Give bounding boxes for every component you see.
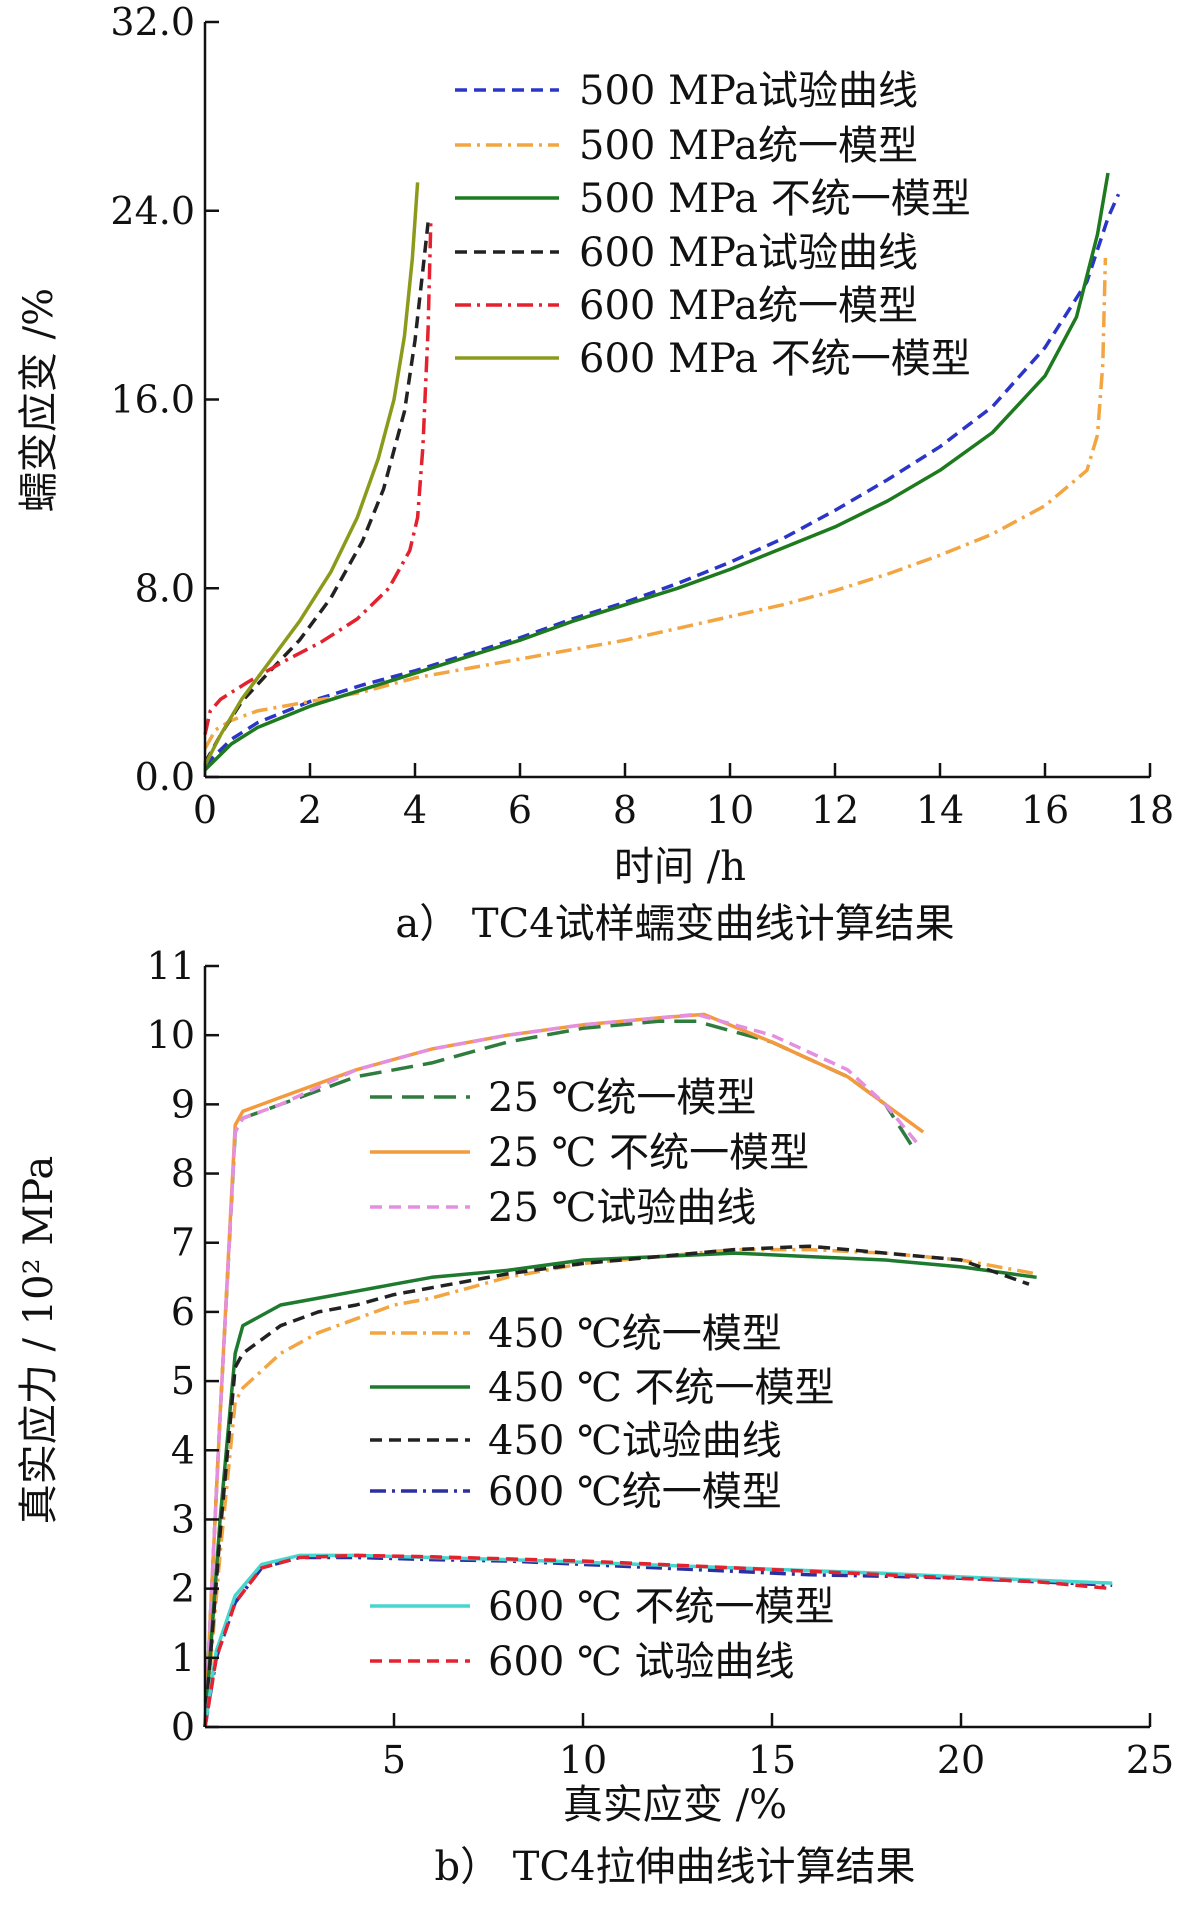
tensile-series-600-c [203,1553,1113,1728]
tensile-x-tick-label: 15 [748,1738,796,1782]
tensile-chart: 5 10 15 20 25 0 1 2 3 4 5 6 7 8 9 10 11 真实应变 /% 真实应力 / 1… [16,944,1174,1890]
tensile-y-tick-label: 5 [171,1359,195,1403]
creep-y-axis-label: 蠕变应变 /% [16,288,62,512]
creep-x-tick-label: 18 [1126,788,1174,832]
tensile-series-450-c [203,1251,1037,1728]
tensile-caption: b） TC4拉伸曲线计算结果 [434,1844,915,1890]
creep-chart: 0 2 4 6 8 10 12 14 16 180.08.016.024.032.0 时间 /h … [16,0,1174,947]
creep-x-tick-label: 2 [298,788,322,832]
tensile-series-450-c [203,1247,1037,1728]
creep-x-tick-label: 8 [613,788,637,832]
creep-series-600-mpa [203,182,420,767]
creep-series-600-mpa [203,222,433,735]
tensile-series-25-c [203,1012,925,1728]
tensile-x-tick-label: 10 [559,1738,607,1782]
creep-y-tick-label: 32.0 [110,0,195,44]
creep-x-tick-label: 14 [916,788,964,832]
tensile-legend: 25 ℃统一模型 25 ℃ 不统一模型 25 ℃试验曲线 450 ℃统一模型 450 ℃… [370,1075,835,1685]
tensile-y-tick-label: 9 [171,1082,195,1126]
tensile-y-tick-label: 1 [171,1636,195,1680]
creep-legend: 500 MPa试验曲线 500 MPa统一模型 500 MPa 不统一模型 600 M… [455,68,971,382]
tensile-y-tick-label: 7 [171,1221,195,1265]
creep-x-tick-label: 6 [508,788,532,832]
creep-y-tick-label: 0.0 [135,755,195,799]
tensile-legend-label: 450 ℃ 不统一模型 [488,1365,835,1411]
tensile-y-tick-label: 0 [171,1705,195,1749]
tensile-y-tick-label: 4 [171,1428,195,1472]
tensile-legend-label: 450 ℃试验曲线 [488,1418,782,1464]
tensile-ticks: 5 10 15 20 25 0 1 2 3 4 5 6 7 8 9 10 11 [147,944,1175,1782]
creep-legend-label: 500 MPa 不统一模型 [579,176,971,222]
tensile-legend-label: 600 ℃统一模型 [488,1469,782,1515]
tensile-legend-label: 600 ℃ 试验曲线 [488,1639,795,1685]
tensile-y-tick-label: 10 [147,1013,195,1057]
creep-legend-label: 500 MPa统一模型 [579,123,918,169]
creep-legend-label: 600 MPa统一模型 [579,283,918,329]
creep-x-tick-label: 0 [193,788,217,832]
tensile-y-axis-label: 真实应力 / 10² MPa [16,1156,62,1524]
tensile-legend-label: 600 ℃ 不统一模型 [488,1584,835,1630]
tensile-y-tick-label: 3 [171,1497,195,1541]
creep-ticks: 0 2 4 6 8 10 12 14 16 18 0.0 8.0 16.0 24.0 32.0 [110,0,1174,832]
tensile-y-tick-label: 8 [171,1152,195,1196]
creep-legend-label: 600 MPa试验曲线 [579,230,918,276]
creep-y-tick-label: 8.0 [135,566,195,610]
creep-x-tick-label: 10 [706,788,754,832]
tensile-y-tick-label: 2 [171,1567,195,1611]
tensile-x-tick-label: 20 [937,1738,985,1782]
creep-x-tick-label: 4 [403,788,427,832]
creep-series-500-mpa [203,172,1110,772]
tensile-y-tick-label: 6 [171,1290,195,1334]
tensile-x-axis-label: 真实应变 /% [563,1782,787,1828]
tensile-series-450-c [203,1244,1030,1728]
creep-y-tick-label: 16.0 [110,378,195,422]
tensile-x-tick-label: 5 [382,1738,406,1782]
creep-y-tick-label: 24.0 [110,189,195,233]
creep-x-axis-label: 时间 /h [614,844,746,890]
creep-series-500-mpa [203,193,1121,767]
tensile-legend-label: 25 ℃ 不统一模型 [488,1130,809,1176]
creep-series-group [203,172,1121,772]
tensile-y-tick-label: 11 [147,944,195,988]
creep-x-tick-label: 12 [811,788,859,832]
creep-series-500-mpa [203,257,1108,750]
tensile-legend-label: 25 ℃统一模型 [488,1075,756,1121]
creep-x-tick-label: 16 [1021,788,1069,832]
tensile-series-group [203,1012,1113,1728]
tensile-x-tick-label: 25 [1126,1738,1174,1782]
creep-legend-label: 600 MPa 不统一模型 [579,336,971,382]
tensile-legend-label: 450 ℃统一模型 [488,1311,782,1357]
creep-caption: a） TC4试样蠕变曲线计算结果 [395,901,954,947]
creep-legend-label: 500 MPa试验曲线 [579,68,918,114]
tensile-legend-label: 25 ℃试验曲线 [488,1185,756,1231]
